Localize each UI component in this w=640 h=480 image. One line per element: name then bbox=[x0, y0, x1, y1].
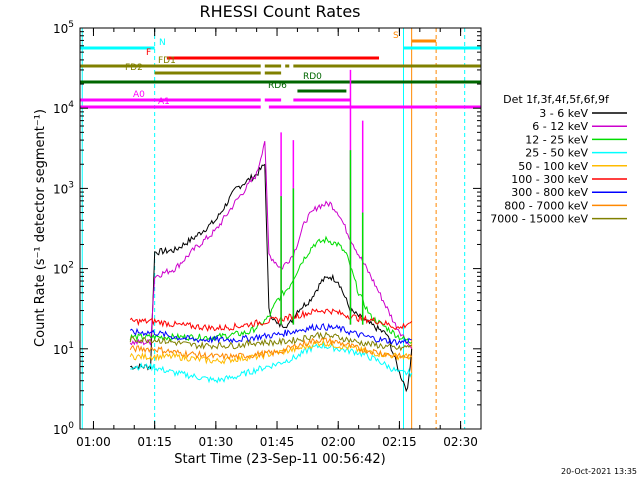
y-tick-label: 103 bbox=[53, 180, 74, 196]
flag-label-a1: A1 bbox=[158, 97, 170, 107]
legend-label: 3 - 6 keV bbox=[539, 107, 588, 120]
series-line bbox=[130, 163, 413, 393]
legend-label: 100 - 300 keV bbox=[511, 173, 588, 186]
x-tick-label: 02:00 bbox=[321, 435, 356, 449]
series-line bbox=[129, 235, 412, 344]
render-timestamp: 20-Oct-2021 13:35 bbox=[561, 467, 637, 476]
flag-label-rd0: RD0 bbox=[303, 72, 322, 82]
legend-label: 12 - 25 keV bbox=[525, 133, 588, 146]
x-axis-label: Start Time (23-Sep-11 00:56:42) bbox=[174, 452, 385, 467]
y-axis: 100 101 102 103 104 105 bbox=[53, 20, 481, 437]
legend-label: 6 - 12 keV bbox=[532, 120, 588, 133]
y-tick-label: 100 bbox=[53, 421, 74, 437]
y-axis-label: Count Rate (s⁻¹ detector segment⁻¹) bbox=[33, 109, 48, 347]
series-line bbox=[129, 331, 412, 352]
flag-label-n: N bbox=[159, 38, 166, 48]
x-tick-label: 01:45 bbox=[260, 435, 295, 449]
flag-label-fd2: FD2 bbox=[125, 63, 143, 73]
y-tick-label: 104 bbox=[53, 100, 74, 116]
x-tick-label: 01:00 bbox=[76, 435, 111, 449]
chart-title: RHESSI Count Rates bbox=[200, 2, 361, 21]
flag-label-fd1: FD1 bbox=[158, 56, 176, 66]
flag-label-f: F bbox=[146, 48, 151, 58]
x-tick-label: 01:30 bbox=[199, 435, 234, 449]
series-line bbox=[129, 140, 413, 350]
flag-label-a0: A0 bbox=[133, 90, 145, 100]
legend-label: 300 - 800 keV bbox=[511, 186, 588, 199]
legend-label: 7000 - 15000 keV bbox=[490, 213, 588, 226]
flag-label-s: S bbox=[393, 31, 399, 41]
flag-label-rd6: RD6 bbox=[268, 81, 287, 91]
plot-frame bbox=[79, 27, 482, 430]
x-tick-label: 02:15 bbox=[382, 435, 417, 449]
y-tick-label: 105 bbox=[53, 20, 74, 36]
series-line bbox=[129, 337, 413, 361]
legend-label: 25 - 50 keV bbox=[525, 147, 588, 160]
y-tick-label: 101 bbox=[53, 341, 74, 357]
series-line bbox=[129, 322, 412, 346]
y-tick-label: 102 bbox=[53, 261, 74, 277]
legend-label: 800 - 7000 keV bbox=[504, 199, 588, 212]
series-line bbox=[130, 341, 413, 384]
x-tick-label: 01:15 bbox=[137, 435, 172, 449]
legend-label: 50 - 100 keV bbox=[518, 160, 588, 173]
series-line bbox=[129, 308, 413, 332]
x-tick-label: 02:30 bbox=[443, 435, 478, 449]
x-axis: 01:00 01:15 01:30 01:45 02:00 02:15 02:30 bbox=[76, 28, 482, 449]
legend-title: Det 1f,3f,4f,5f,6f,9f bbox=[503, 93, 610, 106]
